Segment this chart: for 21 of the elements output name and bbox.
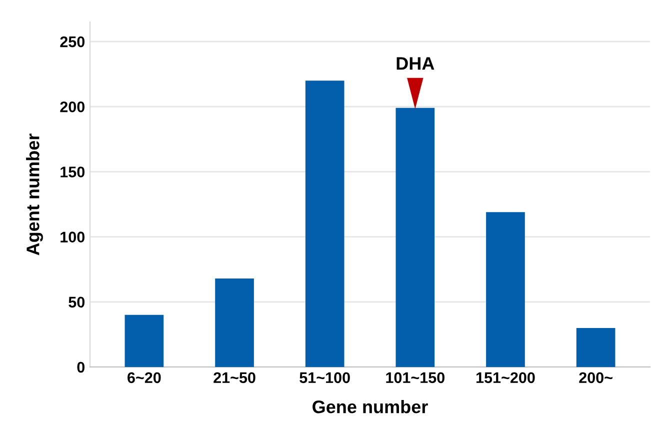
x-tick-label: 6~20 [128,372,161,384]
y-tick-label: 250 [60,36,85,48]
y-axis-title: Agent number [26,134,43,256]
bar [305,80,344,367]
x-tick-label: 51~100 [300,372,350,384]
bar [124,314,164,367]
annotation: DHA [396,57,434,70]
y-tick-label: 150 [60,166,85,178]
x-tick-label: 151~200 [476,372,535,384]
x-tick-label: 21~50 [214,372,256,384]
y-tick-label: 100 [60,232,85,242]
x-axis-title: Gene number [312,400,428,414]
x-tick-label: 101~150 [386,372,444,384]
bar [215,278,254,367]
y-tick-label: 50 [68,296,85,308]
y-tick-label: 200 [60,101,85,112]
x-tick-label: 200~ [579,372,612,384]
bar [486,212,525,367]
y-tick-label: 0 [77,362,85,373]
bar [396,108,435,367]
bar [576,328,616,367]
